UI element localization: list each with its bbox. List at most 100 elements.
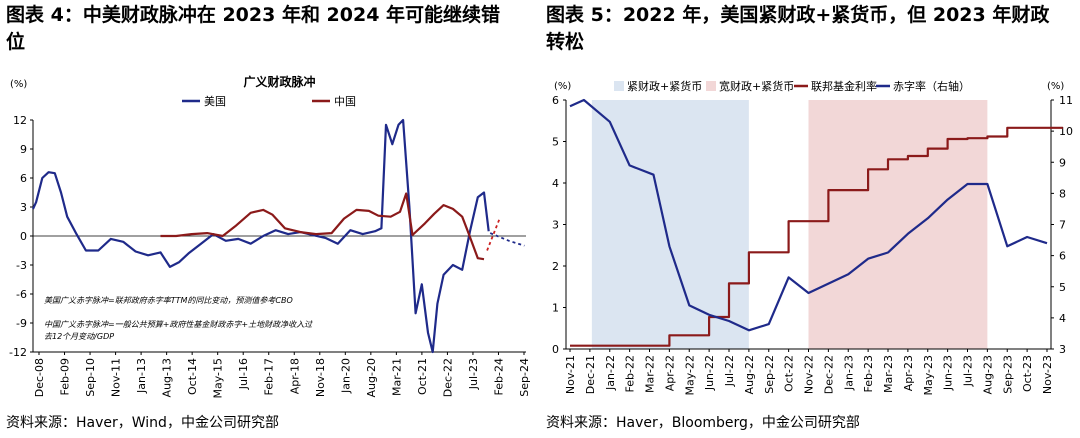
right-x-tick-label: Jun-23 [942,355,955,391]
right-y-right-tick-label: 4 [1059,312,1066,325]
left-x-tick-label: Jul-16 [237,358,250,390]
left-title-line1: 图表 4：中美财政脉冲在 2023 年和 2024 年可能继续错 [6,4,501,26]
right-legend-swatch-1 [706,81,716,91]
right-y-left-tick-label: 1 [552,302,559,315]
left-x-tick-label: Nov-11 [110,358,123,397]
left-title-line2: 位 [6,31,26,53]
left-y-tick-label: 6 [20,172,27,185]
right-x-tick-label: Feb-23 [862,355,875,392]
left-annotation-2: 去12个月变动/GDP [44,332,114,341]
right-x-tick-label: Feb-22 [624,355,637,392]
left-annotation-1: 中国广义赤字脉冲=一般公共预算+政府性基金财政赤字+土地财政净收入过 [44,320,313,329]
right-x-tick-label: Jul-23 [962,355,975,387]
right-series-line-1 [569,98,1048,332]
right-x-tick-label: Jan-22 [604,355,617,391]
left-x-tick-label: Apr-18 [288,358,301,394]
left-x-tick-label: Nov-18 [314,358,327,397]
left-annotation-0: 美国广义赤字脉冲=联邦政府赤字率TTM的同比变动，预测值参考CBO [44,296,293,305]
right-x-tick-label: Dec-22 [822,355,835,394]
right-y-left-tick-label: 2 [552,260,559,273]
left-series-line-1 [160,192,485,261]
left-y-tick-label: 12 [13,114,27,127]
left-x-tick-label: Dec-08 [33,358,46,397]
right-x-tick-label: Aug-22 [743,355,756,394]
right-legend-label-1: 宽财政+紧货币 [719,79,794,93]
right-title-line1: 图表 5：2022 年，美国紧财政+紧货币，但 2023 年财政 [546,4,1050,26]
left-x-tick-label: Feb-17 [263,358,276,395]
left-x-tick-label: Dec-22 [441,358,454,397]
right-y-left-tick-label: 6 [552,94,559,107]
right-y-unit-left: (%) [554,81,571,92]
right-x-tick-label: Jun-22 [703,355,716,391]
right-y-right-tick-label: 5 [1059,281,1066,294]
right-y-right-tick-label: 6 [1059,250,1066,263]
right-y-right-tick-label: 8 [1059,187,1066,200]
left-y-unit: (%) [10,79,27,90]
right-legend-label-0: 紧财政+紧货币 [627,79,702,93]
right-y-right-tick-label: 7 [1059,219,1066,232]
right-x-tick-label: Apr-23 [902,355,915,391]
right-x-tick-label: May-23 [922,355,935,396]
left-y-tick-label: -9 [16,317,27,330]
left-x-tick-label: Feb-24 [492,358,505,395]
right-y-unit-right: (%) [1047,81,1064,92]
left-legend-label-0: 美国 [204,95,226,108]
left-y-tick-label: 3 [20,201,27,214]
left-y-tick-label: -6 [16,288,27,301]
left-x-tick-label: Oct-14 [186,358,199,395]
left-legend-label-1: 中国 [334,95,356,108]
left-x-tick-label: Sep-24 [518,358,531,397]
right-x-tick-label: Oct-22 [783,355,796,392]
right-y-right-tick-label: 11 [1059,94,1073,107]
left-x-tick-label: Jan-13 [135,358,148,394]
right-y-left-tick-label: 3 [552,219,559,232]
left-source: 资料来源：Haver，Wind，中金公司研究部 [6,415,279,431]
right-x-tick-label: Mar-23 [882,355,895,393]
left-chart: 广义财政脉冲 (%) 12 9 6 3 0 -3 -6 -9 -12 Dec-08 Feb-09 Sep-… [9,74,531,399]
right-shaded-region-1 [808,100,988,349]
right-x-tick-label: Nov-21 [564,355,577,394]
right-x-tick-label: Sep-22 [763,355,776,394]
right-legend-label-2: 联邦基金利率 [811,79,877,93]
right-title-line2: 转松 [546,31,585,53]
right-y-right-tick-label: 9 [1059,156,1066,169]
left-x-tick-label: Oct-21 [416,358,429,395]
right-y-left-tick-label: 5 [552,136,559,149]
right-legend-label-3: 赤字率（右轴） [893,79,970,93]
right-y-left-tick-label: 0 [552,343,559,356]
left-y-tick-label: -3 [16,259,27,272]
left-chart-title: 广义财政脉冲 [243,74,315,89]
right-legend-swatch-0 [614,81,624,91]
right-y-right-tick-label: 3 [1059,343,1066,356]
left-series-line-3 [486,218,501,251]
right-series-line-0 [570,126,1063,347]
right-x-tick-label: Sep-23 [1001,355,1014,394]
left-x-tick-label: Sep-10 [84,358,97,397]
right-shaded-region-0 [591,100,749,349]
left-x-tick-label: Jul-23 [467,358,480,390]
right-x-tick-label: Jan-23 [842,355,855,391]
right-y-left-tick-label: 4 [552,177,559,190]
right-x-tick-label: Mar-22 [644,355,657,393]
left-series-line-2 [489,232,525,247]
right-x-tick-label: Dec-21 [584,355,597,394]
left-x-tick-label: Aug-13 [161,358,174,397]
left-x-tick-label: Aug-20 [365,358,378,397]
right-x-tick-label: May-22 [683,355,696,396]
left-y-tick-label: 0 [20,230,27,243]
right-source: 资料来源：Haver，Bloomberg，中金公司研究部 [546,415,860,431]
left-y-tick-label: 9 [20,143,27,156]
right-x-tick-label: Aug-23 [981,355,994,394]
right-x-tick-label: Apr-22 [663,355,676,391]
right-x-tick-label: Oct-23 [1021,355,1034,392]
left-y-tick-label: -12 [9,346,27,359]
right-x-tick-label: Nov-23 [1041,355,1054,394]
right-x-tick-label: Jul-22 [723,355,736,387]
left-x-tick-label: Jan-20 [339,358,352,394]
left-series-line-0 [32,118,490,354]
right-x-tick-label: Nov-22 [803,355,816,394]
left-x-tick-label: May-15 [212,358,225,399]
left-x-tick-label: Mar-21 [390,358,403,396]
left-x-tick-label: Feb-09 [59,358,72,395]
